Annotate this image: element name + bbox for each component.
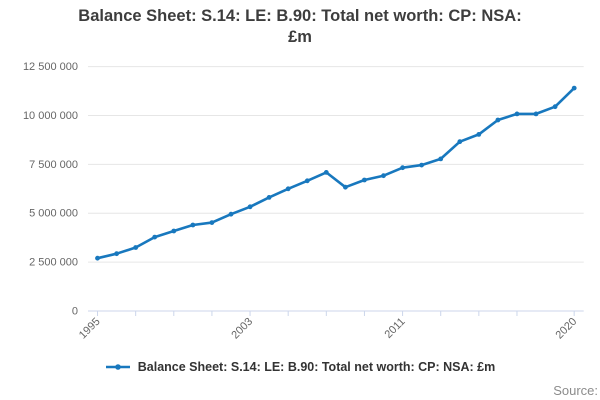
y-axis-tick-label: 12 500 000 [23,61,78,73]
data-point-marker [247,204,253,210]
data-point-marker [228,211,234,217]
chart-title-line2: £m [288,28,312,47]
data-point-marker [514,111,520,117]
data-point-marker [343,184,348,190]
data-point-marker [304,178,310,184]
legend: Balance Sheet: S.14: LE: B.90: Total net… [0,360,600,374]
x-axis-tick-label: 2020 [553,316,579,342]
data-point-marker [152,234,158,240]
y-axis-tick-label: 10 000 000 [23,110,78,122]
data-point-marker [381,173,386,179]
data-point-marker [171,228,177,234]
data-point-marker [533,111,539,117]
legend-line-marker-icon [105,364,130,370]
data-point-marker [495,117,501,123]
data-point-marker [552,104,558,110]
data-point-marker [209,220,215,226]
x-axis-tick-label: 1995 [77,316,103,342]
y-axis-tick-label: 2 500 000 [29,257,78,269]
legend-label: Balance Sheet: S.14: LE: B.90: Total net… [137,360,496,374]
data-point-marker [400,165,405,171]
data-point-marker [323,170,329,175]
plot-area: 0 2 500 000 5 000 000 7 500 000 10 000 000 12… [23,61,584,342]
y-axis-tick-label: 0 [72,306,78,318]
chart-title: Balance Sheet: S.14: LE: B.90: Total net… [0,6,600,49]
data-point-marker [438,156,444,162]
data-point-marker [133,245,139,250]
data-point-marker [571,85,577,91]
data-point-marker [362,177,367,183]
data-point-marker [114,251,119,257]
data-point-marker [285,186,291,192]
data-point-marker [476,132,482,137]
source-label: Source: [553,383,598,398]
y-axis-tick-label: 5 000 000 [29,208,78,220]
x-axis-tick-label: 2011 [382,316,407,341]
series-line [96,86,576,260]
x-axis-tick-label: 2003 [229,316,255,342]
data-point-marker [266,195,272,200]
data-point-marker [457,139,463,145]
legend-item[interactable]: Balance Sheet: S.14: LE: B.90: Total net… [105,360,495,374]
data-point-marker [190,222,196,228]
y-axis-tick-label: 7 500 000 [29,159,78,171]
data-point-marker [419,162,424,168]
chart-title-line1: Balance Sheet: S.14: LE: B.90: Total net… [78,7,522,25]
data-point-marker [95,255,100,261]
